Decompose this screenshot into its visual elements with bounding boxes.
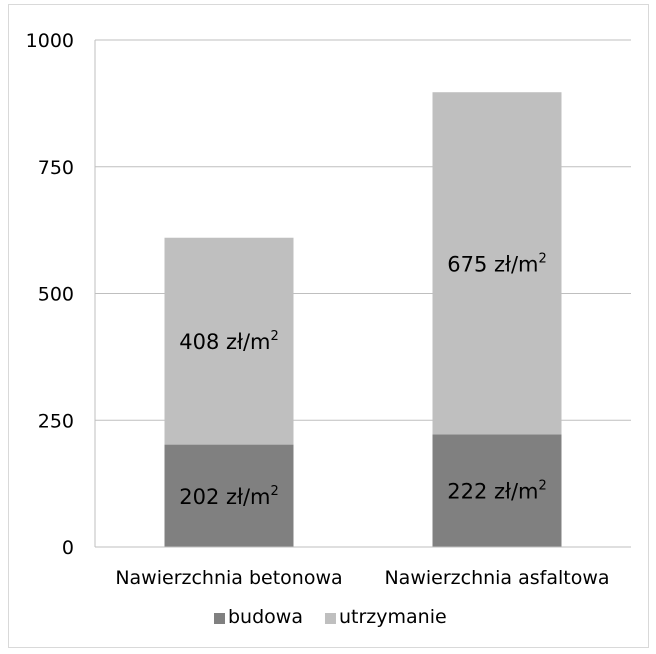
data-label-value: 675 zł/m [447, 252, 538, 276]
legend-swatch-utrzymanie [324, 613, 336, 624]
legend-label: utrzymanie [339, 606, 447, 628]
data-label: 408 zł/m2 [179, 329, 279, 354]
bar-utrzymanie-0 [164, 237, 294, 445]
y-tick-label: 750 [38, 157, 74, 179]
data-label-superscript: 2 [539, 479, 547, 494]
y-tick-label: 250 [38, 410, 74, 432]
legend-swatch-budowa [214, 613, 225, 624]
y-tick-label: 1000 [26, 30, 74, 52]
data-label: 675 zł/m2 [447, 251, 547, 276]
data-label-value: 202 zł/m [179, 485, 270, 509]
data-label-value: 408 zł/m [179, 330, 270, 354]
data-label-superscript: 2 [539, 251, 547, 266]
legend-label: budowa [228, 606, 303, 628]
bar-budowa-1 [432, 434, 562, 547]
x-category-label: Nawierzchnia asfaltowa [384, 567, 609, 589]
x-category-label: Nawierzchnia betonowa [115, 567, 342, 589]
data-label-superscript: 2 [271, 329, 279, 344]
bar-utrzymanie-1 [432, 92, 562, 435]
bar-budowa-0 [164, 444, 294, 547]
y-tick-label: 500 [38, 284, 74, 306]
y-tick-label: 0 [62, 537, 74, 559]
data-label-value: 222 zł/m [447, 480, 538, 504]
y-axis: 0 250 500 750 1000 [26, 30, 96, 559]
legend: budowa utrzymanie [214, 606, 447, 628]
x-axis: Nawierzchnia betonowa Nawierzchnia asfalt… [95, 546, 631, 589]
data-label: 202 zł/m2 [179, 484, 279, 509]
data-label-superscript: 2 [271, 484, 279, 499]
data-label: 222 zł/m2 [447, 479, 547, 504]
